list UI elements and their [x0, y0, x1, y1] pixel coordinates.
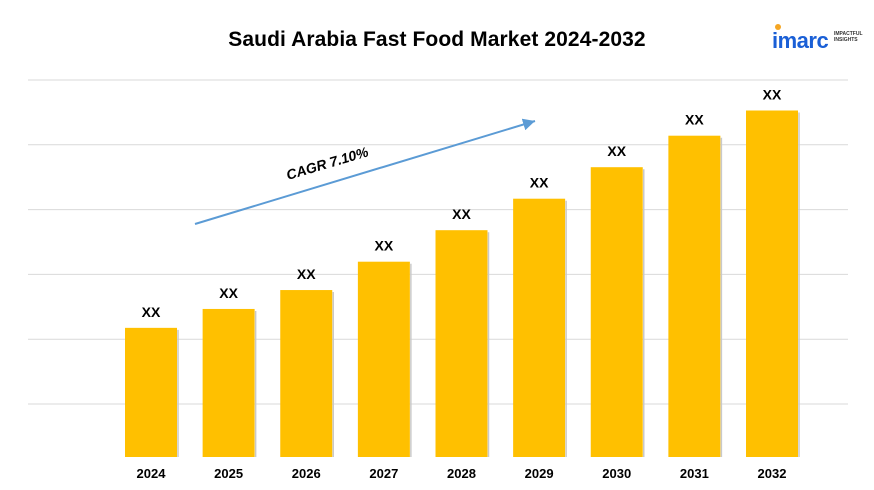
data-label: XX [375, 238, 394, 254]
bar-2029 [513, 198, 566, 457]
bar-2032 [746, 110, 798, 457]
chart-title: Saudi Arabia Fast Food Market 2024-2032 [228, 28, 646, 51]
data-label: XX [297, 266, 316, 282]
x-tick-label: 2027 [369, 466, 398, 481]
x-tick-label: 2032 [758, 466, 787, 481]
x-tick-label: 2028 [447, 466, 476, 481]
x-tick-label: 2031 [680, 466, 709, 481]
x-tick-label: 2024 [137, 466, 167, 481]
logo-dot-icon [775, 24, 781, 30]
bar-2025 [202, 308, 255, 457]
data-labels: XX XX XX XX XX XX XX XX XX [142, 87, 782, 320]
cagr-label: CAGR 7.10% [284, 143, 370, 183]
x-tick-label: 2026 [292, 466, 321, 481]
bar-2026 [280, 290, 333, 457]
data-label: XX [530, 175, 549, 191]
imarc-logo: imarc IMPACTFUL INSIGHTS [772, 24, 868, 54]
cagr-annotation: CAGR 7.10% [194, 118, 536, 225]
x-tick-label: 2029 [525, 466, 554, 481]
x-tick-labels: 2024 2025 2026 2027 2028 2029 2030 2031 2032 [137, 466, 787, 481]
logo-wordmark: imarc [772, 28, 829, 53]
bar-2024 [125, 327, 177, 457]
data-label: XX [685, 112, 704, 128]
bar-2028 [435, 230, 488, 457]
bar-2030 [590, 167, 643, 457]
cagr-arrow [194, 118, 536, 225]
bars [125, 110, 800, 457]
x-tick-label: 2030 [602, 466, 631, 481]
x-tick-label: 2025 [214, 466, 243, 481]
logo-tagline: IMPACTFUL INSIGHTS [834, 31, 863, 43]
data-label: XX [452, 206, 471, 222]
bar-2031 [668, 135, 721, 457]
data-label: XX [219, 285, 238, 301]
data-label: XX [607, 143, 626, 159]
data-label: XX [763, 87, 782, 103]
bar-2027 [357, 261, 410, 457]
data-label: XX [142, 304, 161, 320]
